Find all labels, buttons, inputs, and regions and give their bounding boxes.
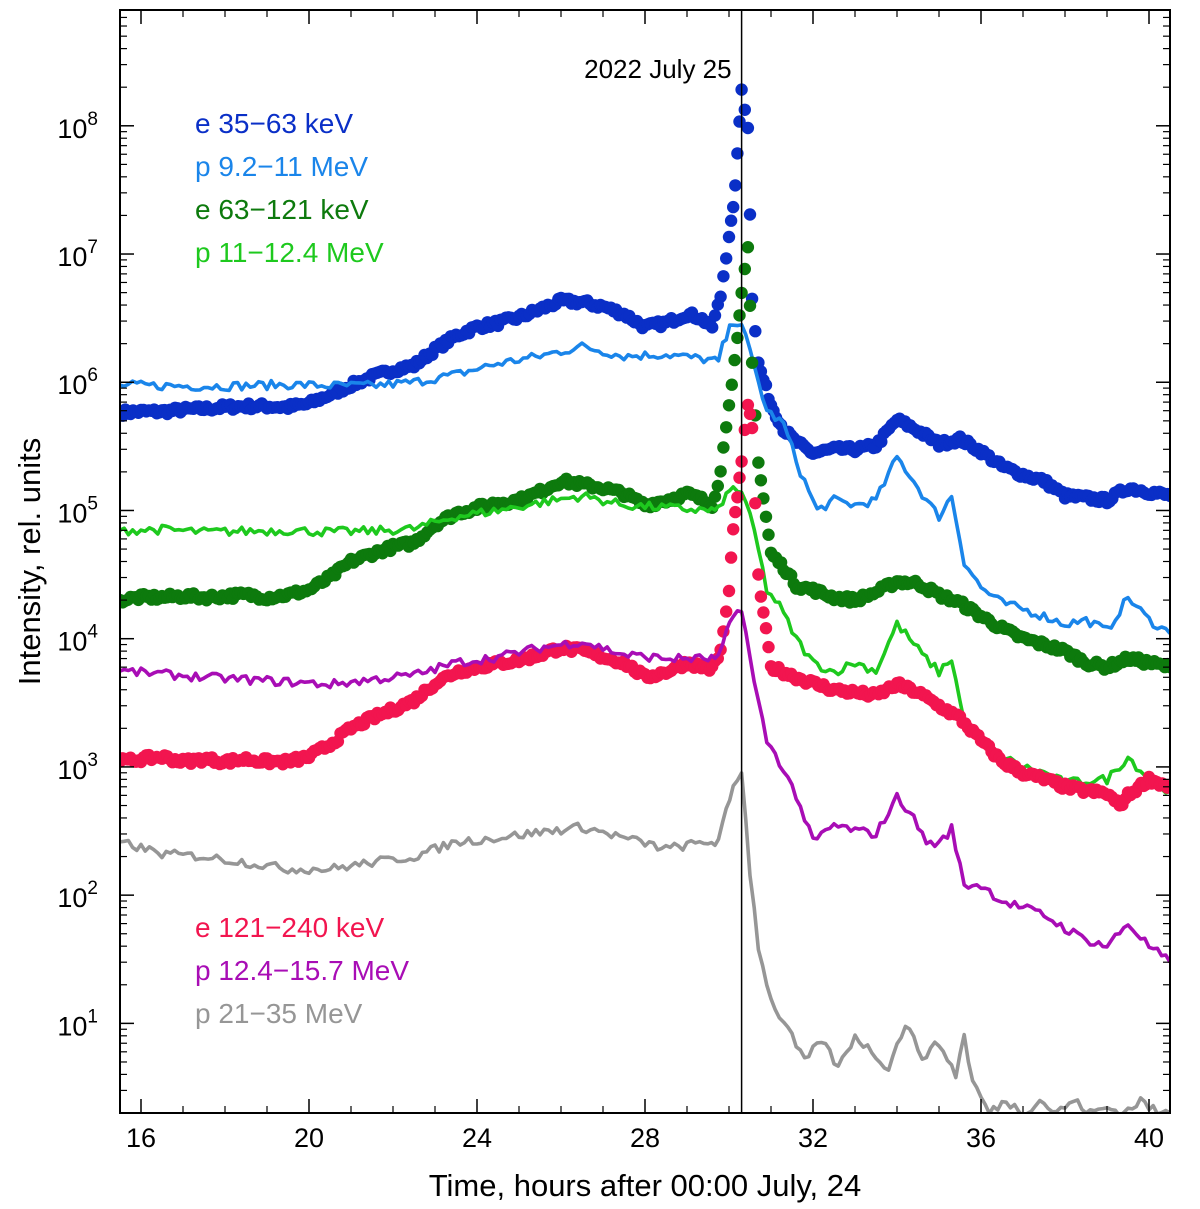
data-point (722, 399, 736, 412)
data-point (720, 605, 733, 618)
data-point (757, 606, 770, 619)
data-point (752, 456, 765, 469)
data-point (729, 179, 742, 192)
data-point (759, 622, 773, 635)
y-tick-label: 102 (57, 878, 98, 913)
y-tick-label: 103 (57, 750, 98, 785)
y-tick-label: 108 (57, 109, 98, 144)
data-point (727, 200, 740, 214)
event-marker-label: 2022 July 25 (584, 54, 731, 84)
data-point (1163, 489, 1170, 503)
data-point (743, 407, 757, 421)
series-line-p-9-2-11-mev (120, 322, 1170, 635)
data-point (752, 568, 765, 581)
data-point (762, 640, 775, 654)
data-point (743, 208, 757, 221)
data-point (759, 378, 773, 392)
series-p-9-2-11-mev (120, 322, 1170, 635)
data-point (759, 510, 773, 523)
data-point (729, 505, 742, 519)
x-tick-label: 32 (798, 1123, 828, 1153)
data-point (731, 491, 744, 504)
data-point (722, 230, 736, 244)
series-p-12-4-15-7-mev (120, 609, 1170, 964)
axes-layer: 16 20 24 28 32 36 40 101 102 103 104 105 106 107 108 (57, 9, 1170, 1153)
data-point (741, 121, 755, 135)
x-tick-label: 40 (1134, 1123, 1164, 1153)
data-point (724, 214, 738, 227)
data-point (743, 299, 757, 312)
legend-layer: e 35−63 keV p 9.2−11 MeV e 63−121 keV p 11−… (195, 108, 409, 1029)
data-point (733, 115, 746, 128)
y-tick-label: 104 (57, 622, 98, 657)
data-point (724, 551, 738, 564)
legend-entry-p-12-4-15-7-mev: p 12.4−15.7 MeV (195, 955, 409, 986)
series-e-63-121-kev (120, 241, 1170, 676)
legend-entry-p-11-12-4-mev: p 11−12.4 MeV (195, 237, 384, 268)
plot-area (120, 83, 1170, 1113)
data-point (714, 290, 727, 303)
legend-entry-p-21-35-mev: p 21−35 MeV (195, 998, 363, 1029)
data-point (708, 309, 722, 322)
series-line-p-21-35-mev (120, 771, 1170, 1113)
x-tick-label: 28 (630, 1123, 660, 1153)
data-point (749, 497, 762, 510)
data-point (733, 309, 746, 322)
series-layer (120, 83, 1170, 1113)
series-p-21-35-mev (120, 771, 1170, 1113)
data-point (720, 252, 733, 265)
x-axis-label: Time, hours after 00:00 July, 24 (429, 1168, 862, 1203)
data-point (708, 490, 722, 503)
data-point (731, 147, 744, 160)
data-point (733, 471, 746, 484)
data-point (727, 523, 740, 536)
data-point (749, 325, 762, 338)
legend-entry-e-63-121-kev: e 63−121 keV (195, 194, 369, 225)
y-axis-label: Intensity, rel. units (12, 438, 47, 686)
data-point (741, 241, 755, 254)
legend-entry-e-121-240-kev: e 121−240 keV (195, 912, 384, 943)
data-point (717, 441, 730, 454)
legend-entry-p-9-2-11-mev: p 9.2−11 MeV (195, 151, 368, 182)
data-point (745, 356, 759, 369)
y-tick-label: 105 (57, 493, 98, 528)
data-point (754, 474, 768, 487)
data-point (720, 421, 733, 434)
data-point (762, 528, 775, 541)
series-line-p-12-4-15-7-mev (120, 609, 1170, 964)
data-point (738, 103, 751, 117)
data-point (722, 584, 736, 598)
y-tick-label: 107 (57, 237, 98, 272)
x-tick-label: 16 (126, 1123, 156, 1153)
series-e-35-63-kev (120, 83, 1170, 510)
x-tick-label: 24 (462, 1123, 492, 1153)
data-point (731, 331, 744, 345)
data-point (725, 378, 738, 391)
x-tick-label: 20 (294, 1123, 324, 1153)
data-point (714, 465, 727, 478)
data-point (745, 421, 759, 435)
y-tick-label: 106 (57, 365, 98, 400)
data-point (717, 270, 730, 283)
legend-entry-e-35-63-kev: e 35−63 keV (195, 108, 353, 139)
y-tick-label: 101 (57, 1006, 98, 1041)
data-point (711, 479, 724, 493)
data-point (754, 590, 768, 603)
data-point (738, 262, 751, 276)
data-point (706, 321, 719, 334)
data-point (728, 353, 741, 367)
x-tick-label: 36 (966, 1123, 996, 1153)
